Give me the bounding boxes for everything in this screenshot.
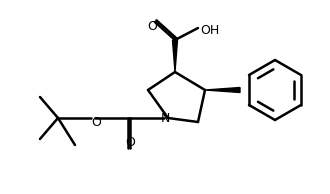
Text: O: O	[91, 115, 101, 128]
Polygon shape	[205, 87, 240, 93]
Text: O: O	[147, 20, 157, 33]
Text: OH: OH	[200, 23, 220, 36]
Text: O: O	[125, 137, 135, 150]
Polygon shape	[173, 40, 178, 72]
Text: N: N	[160, 112, 170, 125]
